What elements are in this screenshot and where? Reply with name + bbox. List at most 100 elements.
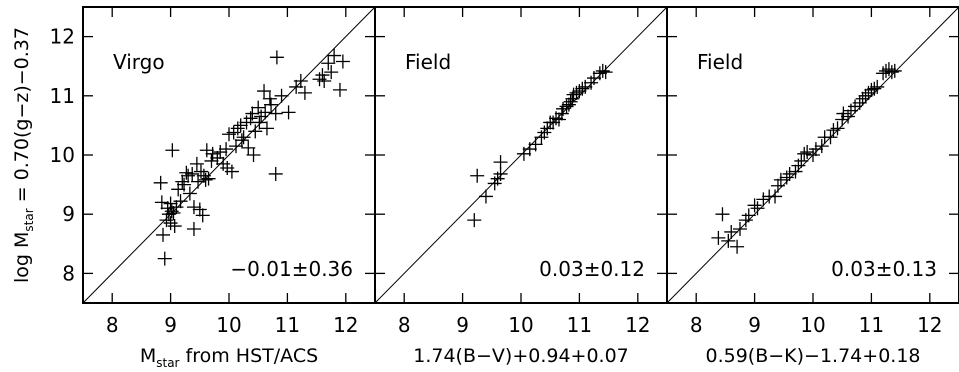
panel-field-bv-xtick-label-12: 12 xyxy=(625,313,650,337)
panel-virgo-ytick-label-8: 8 xyxy=(62,261,75,285)
panel-field-bk-point-21 xyxy=(800,145,815,160)
panel-field-bk-xtick-label-8: 8 xyxy=(690,313,703,337)
panel-virgo-point-61 xyxy=(264,97,279,112)
panel-field-bv-point-1 xyxy=(470,168,485,183)
panel-virgo-point-2 xyxy=(156,227,171,242)
panel-virgo-point-16 xyxy=(175,174,190,189)
y-axis-label: log Mstar = 0.70(g−z)−0.37 xyxy=(11,27,36,283)
panel-field-bv-point-20 xyxy=(561,97,576,112)
panel-virgo-marks: 8 9 10 11 12 8 9 10 11 12 xyxy=(50,6,376,337)
panel-field-bv-marks: 8 9 10 11 12 xyxy=(374,6,668,337)
panel-virgo-point-58 xyxy=(258,105,273,120)
panel-virgo-point-52 xyxy=(246,148,261,162)
panel-virgo-point-44 xyxy=(230,121,245,136)
panel-virgo-point-68 xyxy=(293,74,308,88)
panel-virgo-xtick-label-8: 8 xyxy=(106,313,119,337)
panel-field-bk-point-36 xyxy=(858,88,873,103)
panel-field-bk-label: Field xyxy=(697,50,743,74)
panel-virgo-ytick-label-10: 10 xyxy=(50,143,75,167)
panel-field-bv-point-12 xyxy=(540,121,555,136)
panel-field-bv-point-22 xyxy=(565,91,580,106)
panel-field-bk-point-4 xyxy=(730,239,745,254)
panel-field-bk-frame xyxy=(666,6,959,304)
panel-field-bk-point-31 xyxy=(841,109,856,124)
panel-field-bk-point-0 xyxy=(711,230,726,245)
panel-field-bk-point-19 xyxy=(794,153,809,168)
panel-field-bv-annotation: 0.03±0.12 xyxy=(539,257,645,281)
panel-virgo-point-62 xyxy=(268,106,283,121)
panel-virgo-point-0 xyxy=(153,175,168,190)
panel-field-bk-point-43 xyxy=(881,62,896,77)
panel-virgo-point-31 xyxy=(199,143,214,158)
panel-field-bv-point-16 xyxy=(551,112,566,127)
panel-virgo-point-8 xyxy=(163,216,178,231)
panel-field-bv-xtick-label-8: 8 xyxy=(398,313,411,337)
panel-virgo-point-54 xyxy=(251,100,266,115)
panel-virgo-point-69 xyxy=(297,85,312,100)
panel-virgo-xtick-label-11: 11 xyxy=(275,313,300,337)
panel-virgo-point-33 xyxy=(204,153,219,168)
panel-field-bk-point-32 xyxy=(843,103,858,118)
panel-field-bk-point-9 xyxy=(750,201,765,216)
panel-virgo-point-15 xyxy=(173,194,188,209)
panel-virgo-point-41 xyxy=(224,164,239,179)
panel-virgo-point-55 xyxy=(252,115,267,130)
panel-field-bv-x-label: 1.74(B−V)+0.94+0.07 xyxy=(413,345,629,367)
panel-field-bk-annotation: 0.03±0.13 xyxy=(831,257,937,281)
panel-field-bk-point-8 xyxy=(747,198,762,213)
panel-virgo-x-label: Mstar from HST/ACS xyxy=(140,345,318,370)
panel-field-bk-point-38 xyxy=(864,82,879,97)
panel-field-bv-point-21 xyxy=(563,94,578,109)
panel-field-bk-point-5 xyxy=(733,222,747,236)
panel-field-bk-point-45 xyxy=(887,63,902,78)
panel-virgo-point-38 xyxy=(219,142,234,157)
panel-field-bk-point-23 xyxy=(808,142,823,157)
panel-field-bk-point-27 xyxy=(826,123,841,138)
panel-virgo-label: Virgo xyxy=(113,50,165,74)
panel-virgo-point-28 xyxy=(195,208,210,223)
panel-virgo-point-56 xyxy=(254,109,269,124)
panel-field-bv-point-30 xyxy=(592,66,607,81)
panel-virgo-point-53 xyxy=(248,124,263,139)
panel-field-bk-point-2 xyxy=(721,233,736,248)
panel-virgo-xtick-label-12: 12 xyxy=(333,313,358,337)
panel-virgo-point-20 xyxy=(182,186,197,201)
panel-field-bk: 8 9 10 11 12 Field 0.03±0.13 0.59(B−K)−1.74+… xyxy=(666,6,959,367)
panel-virgo-point-19 xyxy=(181,168,196,183)
panel-virgo-point-66 xyxy=(281,105,296,120)
panel-field-bk-point-26 xyxy=(823,130,838,145)
panel-virgo-point-30 xyxy=(198,172,213,187)
panel-virgo-point-23 xyxy=(186,222,201,236)
panel-virgo-point-18 xyxy=(179,165,194,180)
panel-field-bv-point-9 xyxy=(528,137,543,152)
panel-virgo-point-64 xyxy=(268,166,283,181)
panel-virgo-point-47 xyxy=(236,130,251,145)
panel-virgo-ytick-label-9: 9 xyxy=(62,202,75,226)
panel-field-bk-point-44 xyxy=(884,65,899,80)
panel-field-bk-point-17 xyxy=(788,164,803,179)
panel-field-bk-point-14 xyxy=(773,172,788,187)
panel-virgo-annotation: −0.01±0.36 xyxy=(230,257,353,281)
panel-virgo-point-76 xyxy=(332,82,347,97)
panel-field-bk-point-13 xyxy=(770,178,785,193)
panel-virgo-point-51 xyxy=(245,106,260,121)
panel-field-bk-point-29 xyxy=(835,112,850,127)
panel-field-bv: 8 9 10 11 12 Field 0.03±0.12 1.74(B−V)+0.94+… xyxy=(374,6,668,367)
panel-virgo-ytick-label-11: 11 xyxy=(50,84,75,108)
panel-virgo-point-32 xyxy=(201,171,216,186)
panel-virgo-point-36 xyxy=(213,145,228,160)
panel-field-bk-xtick-label-12: 12 xyxy=(917,313,942,337)
panel-virgo-point-72 xyxy=(317,74,332,88)
panel-virgo-reference-line xyxy=(82,6,376,304)
panel-virgo-point-45 xyxy=(233,118,248,133)
panel-field-bk-point-3 xyxy=(724,224,739,239)
panel-field-bv-reference-line xyxy=(374,6,668,304)
panel-field-bk-xtick-label-9: 9 xyxy=(748,313,761,337)
panel-field-bv-point-5 xyxy=(493,166,508,181)
panel-field-bk-point-24 xyxy=(814,139,829,154)
panel-field-bv-point-27 xyxy=(578,79,593,94)
panel-virgo-point-63 xyxy=(269,50,284,65)
panel-field-bk-x-label: 0.59(B−K)−1.74+0.18 xyxy=(706,345,921,367)
panel-field-bv-point-32 xyxy=(598,65,613,80)
panel-virgo-point-74 xyxy=(324,65,339,80)
